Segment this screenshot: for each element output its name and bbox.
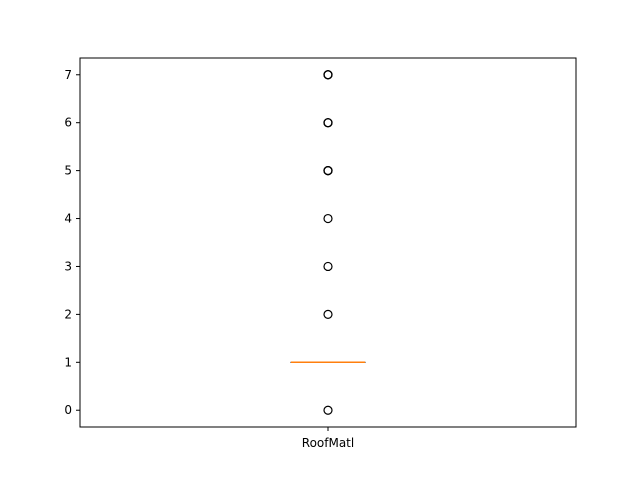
y-tick-label: 0 bbox=[64, 403, 72, 417]
y-tick-label: 1 bbox=[64, 355, 72, 369]
y-tick-label: 5 bbox=[64, 164, 72, 178]
x-tick-label: RoofMatl bbox=[302, 436, 354, 450]
y-tick-label: 4 bbox=[64, 212, 72, 226]
y-tick-label: 2 bbox=[64, 307, 72, 321]
y-tick-label: 6 bbox=[64, 116, 72, 130]
y-tick-label: 3 bbox=[64, 259, 72, 273]
y-tick-label: 7 bbox=[64, 68, 72, 82]
